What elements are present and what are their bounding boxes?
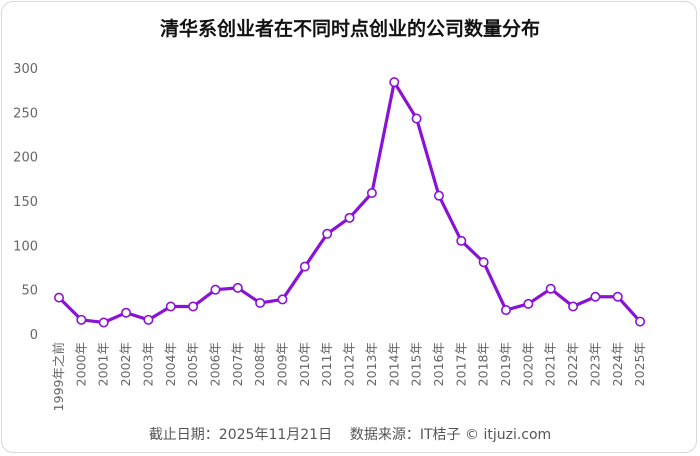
data-point bbox=[188, 301, 199, 312]
x-tick-label: 2023年 bbox=[587, 342, 602, 386]
x-tick-label: 2011年 bbox=[319, 342, 334, 386]
x-tick-label: 2019年 bbox=[498, 342, 513, 386]
x-tick-label: 2024年 bbox=[610, 342, 625, 386]
x-tick-label: 2010年 bbox=[297, 342, 312, 386]
x-tick-label: 2002年 bbox=[118, 342, 133, 386]
x-tick-label: 2004年 bbox=[163, 342, 178, 386]
data-point bbox=[299, 261, 310, 272]
data-point bbox=[545, 283, 556, 294]
x-tick-label: 2022年 bbox=[565, 342, 580, 386]
x-tick-label: 2009年 bbox=[275, 342, 290, 386]
x-tick-label: 2015年 bbox=[409, 342, 424, 386]
data-point bbox=[500, 305, 511, 316]
data-point bbox=[478, 257, 489, 268]
y-tick-label: 100 bbox=[13, 239, 38, 254]
y-tick-label: 200 bbox=[13, 151, 38, 166]
data-point bbox=[590, 291, 601, 302]
x-tick-label: 2005年 bbox=[185, 342, 200, 386]
y-tick-label: 300 bbox=[13, 62, 38, 77]
x-tick-label: 2014年 bbox=[386, 342, 401, 386]
data-point bbox=[232, 282, 243, 293]
x-tick-label: 2001年 bbox=[96, 342, 111, 386]
x-tick-label: 2013年 bbox=[364, 342, 379, 386]
x-tick-label: 2006年 bbox=[207, 342, 222, 386]
data-point bbox=[635, 316, 646, 327]
data-point bbox=[98, 317, 109, 328]
y-tick-label: 50 bbox=[21, 284, 38, 299]
data-point bbox=[121, 307, 132, 318]
y-tick-label: 0 bbox=[30, 328, 38, 343]
data-point bbox=[277, 294, 288, 305]
data-point bbox=[612, 291, 623, 302]
x-tick-label: 2007年 bbox=[230, 342, 245, 386]
data-point bbox=[143, 314, 154, 325]
y-tick-label: 250 bbox=[13, 106, 38, 121]
data-points bbox=[53, 77, 646, 328]
data-point bbox=[322, 228, 333, 239]
data-point bbox=[210, 284, 221, 295]
x-tick-label: 2025年 bbox=[632, 342, 647, 386]
x-tick-label: 2008年 bbox=[252, 342, 267, 386]
x-tick-label: 2000年 bbox=[73, 342, 88, 386]
data-point bbox=[255, 297, 266, 308]
data-point bbox=[433, 190, 444, 201]
chart-footer: 截止日期：2025年11月21日 数据来源：IT桔子 © itjuzi.com bbox=[148, 427, 552, 443]
data-point bbox=[165, 301, 176, 312]
x-axis: 1999年之前 2000年 2001年 2002年 2003年 2004年 2005年 200… bbox=[51, 342, 647, 411]
chart-title: 清华系创业者在不同时点创业的公司数量分布 bbox=[159, 18, 540, 40]
data-point bbox=[523, 298, 534, 309]
y-axis: 0 50 100 150 200 250 300 bbox=[13, 62, 38, 343]
x-tick-label: 2020年 bbox=[520, 342, 535, 386]
data-point bbox=[53, 292, 64, 303]
data-point bbox=[411, 113, 422, 124]
data-point bbox=[389, 77, 400, 88]
x-tick-label: 2018年 bbox=[476, 342, 491, 386]
y-tick-label: 150 bbox=[13, 195, 38, 210]
x-tick-label: 2016年 bbox=[431, 342, 446, 386]
x-tick-label: 1999年之前 bbox=[51, 342, 66, 411]
data-point bbox=[456, 235, 467, 246]
x-tick-label: 2012年 bbox=[342, 342, 357, 386]
x-tick-label: 2021年 bbox=[543, 342, 558, 386]
x-tick-label: 2003年 bbox=[140, 342, 155, 386]
data-point bbox=[344, 212, 355, 223]
data-point bbox=[366, 188, 377, 199]
data-point bbox=[76, 314, 87, 325]
data-point bbox=[568, 301, 579, 312]
x-tick-label: 2017年 bbox=[453, 342, 468, 386]
